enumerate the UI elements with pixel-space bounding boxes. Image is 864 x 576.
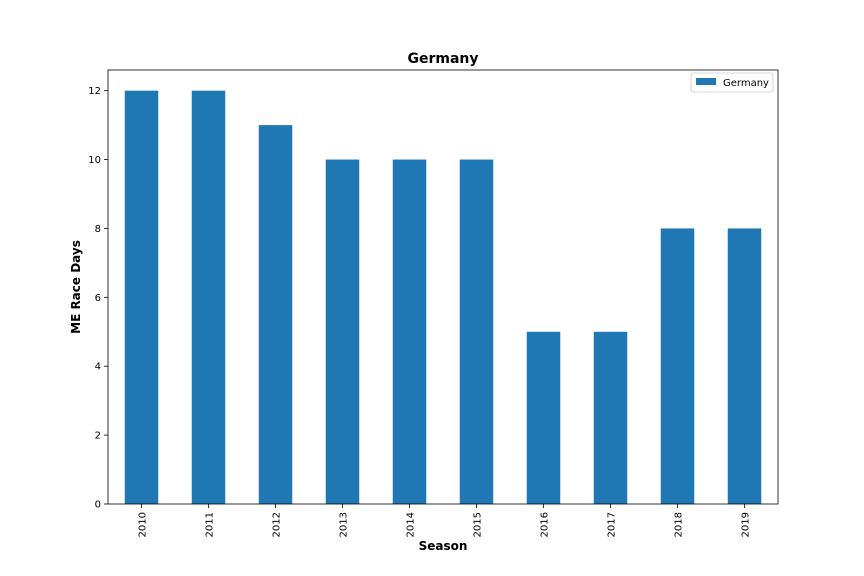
y-tick-label: 4 — [95, 362, 101, 373]
y-tick-label: 8 — [95, 224, 101, 235]
legend-frame — [690, 72, 774, 93]
y-tick-label: 12 — [88, 86, 101, 97]
x-tick-label: 2012 — [272, 512, 283, 537]
x-tick-label: 2015 — [473, 512, 484, 537]
x-tick-label: 2017 — [607, 512, 618, 537]
chart-title: Germany — [407, 51, 478, 67]
x-tick-label: 2016 — [540, 512, 551, 537]
bar-2013 — [325, 159, 360, 504]
bar-2015 — [459, 159, 494, 504]
bar-2010 — [124, 90, 159, 505]
axes-layer: 2010 2011 2012 2013 2014 2015 2016 2017 2018 2019… — [88, 69, 779, 537]
legend-swatch — [696, 78, 716, 85]
bar-2018 — [660, 228, 695, 504]
y-tick-label: 0 — [95, 500, 101, 511]
y-tick-label: 2 — [95, 431, 101, 442]
x-tick-label: 2013 — [339, 512, 350, 537]
bar-2016 — [526, 331, 561, 504]
x-axis-title: Season — [419, 539, 468, 553]
bars-layer — [124, 90, 762, 505]
x-tick-label: 2019 — [741, 512, 752, 537]
x-tick-label: 2011 — [205, 512, 216, 537]
plot-frame — [107, 69, 779, 505]
bar-2011 — [191, 90, 226, 505]
bar-2019 — [727, 228, 762, 504]
x-tick-label: 2014 — [406, 512, 417, 537]
bar-2012 — [258, 125, 293, 505]
bar-2014 — [392, 159, 427, 504]
y-tick-label: 10 — [88, 155, 101, 166]
x-tick-label: 2010 — [138, 512, 149, 537]
legend-label: Germany — [723, 78, 769, 89]
legend: Germany — [690, 72, 774, 93]
bar-2017 — [593, 331, 628, 504]
y-axis-title: ME Race Days — [69, 240, 83, 334]
x-tick-label: 2018 — [674, 512, 685, 537]
y-tick-label: 6 — [95, 293, 101, 304]
